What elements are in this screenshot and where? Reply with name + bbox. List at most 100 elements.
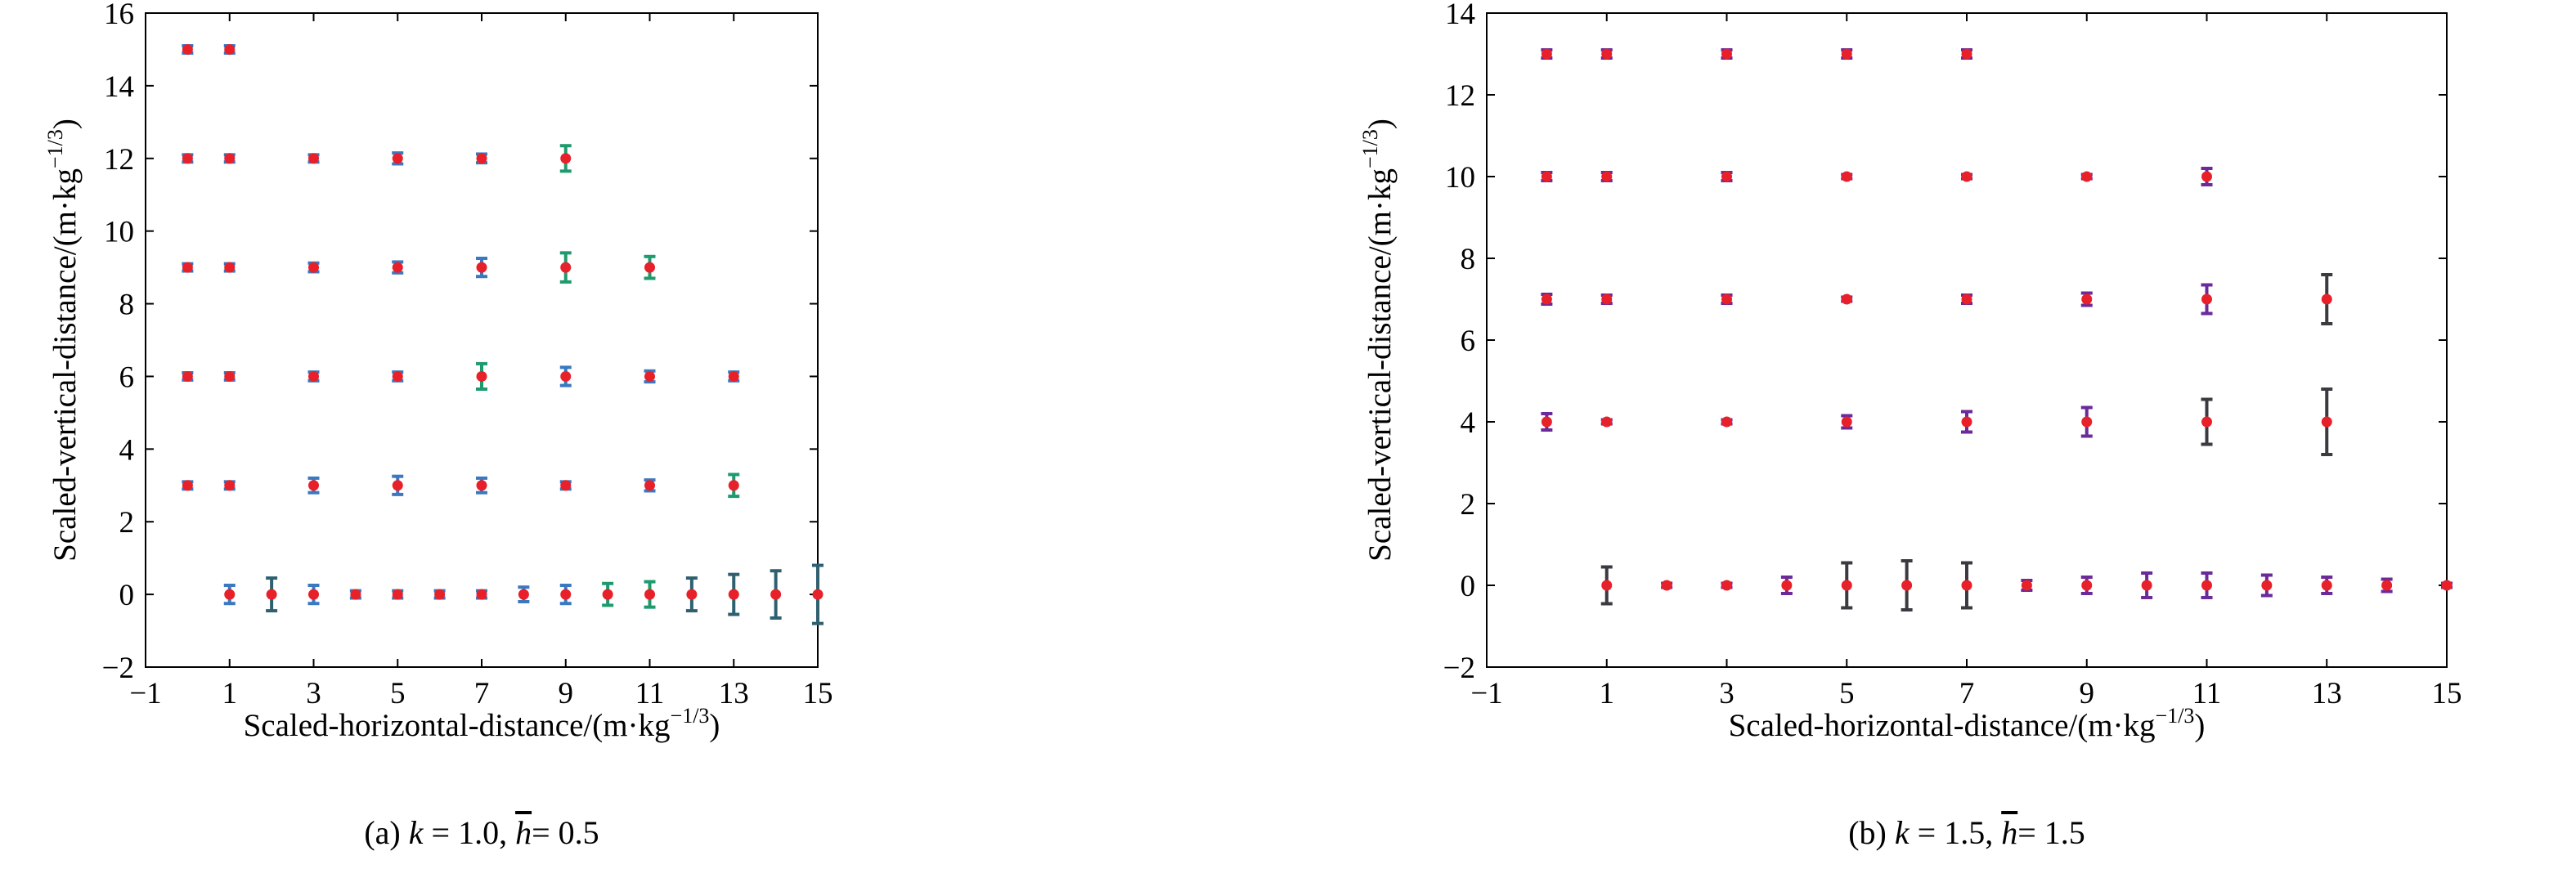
data-marker xyxy=(518,589,529,600)
y-tick-label: 4 xyxy=(1461,406,1476,440)
x-axis-title-end: ) xyxy=(709,708,720,743)
data-marker xyxy=(392,589,403,600)
y-tick-label: 2 xyxy=(1461,488,1476,522)
chart-b: −1 1 3 5 7 9 11 13 15−202468101214Scaled-horizon… xyxy=(1358,0,2462,851)
data-point xyxy=(1600,293,1613,305)
y-axis-title-main: Scaled-vertical-distance/(m·kg xyxy=(47,168,83,562)
y-tick-label: −2 xyxy=(1443,652,1475,685)
data-marker xyxy=(1721,171,1732,182)
data-point xyxy=(307,584,320,606)
chart-caption: (b) k = 1.5, h= 1.5 xyxy=(1848,814,2085,851)
data-point xyxy=(1841,414,1853,430)
data-marker xyxy=(2081,416,2093,428)
x-axis-title: Scaled-horizontal-distance/(m·kg−1/3) xyxy=(244,704,720,743)
data-marker xyxy=(812,589,824,600)
data-point xyxy=(728,572,740,616)
data-point xyxy=(223,262,236,273)
data-marker xyxy=(1841,48,1852,60)
data-point xyxy=(770,569,782,620)
data-point xyxy=(2080,171,2093,182)
data-marker xyxy=(182,480,193,491)
data-marker xyxy=(182,262,193,273)
data-point xyxy=(644,369,656,384)
data-point xyxy=(307,370,320,383)
y-tick-label: 4 xyxy=(119,433,135,467)
data-marker xyxy=(1541,171,1552,182)
data-point xyxy=(1841,48,1853,60)
data-point xyxy=(307,261,320,274)
data-point xyxy=(1901,559,1913,611)
plot-frame xyxy=(145,12,819,668)
data-point xyxy=(518,585,530,603)
caption-prefix: (b) xyxy=(1848,814,1895,851)
data-marker xyxy=(1961,416,1972,428)
data-marker xyxy=(1841,416,1852,428)
x-tick-label: 3 xyxy=(306,677,321,710)
data-marker xyxy=(266,589,277,600)
data-point xyxy=(2201,571,2213,599)
caption-k-value: = 1.0, xyxy=(424,814,516,851)
data-point xyxy=(1961,561,1972,610)
data-marker xyxy=(770,589,782,600)
y-axis-title-main: Scaled-vertical-distance/(m·kg xyxy=(1362,168,1398,562)
data-marker xyxy=(728,480,739,491)
data-marker xyxy=(644,589,655,600)
data-point xyxy=(476,476,487,495)
data-point xyxy=(559,251,572,284)
data-point xyxy=(559,144,572,173)
x-tick-label: 5 xyxy=(390,677,406,710)
data-point xyxy=(476,589,487,600)
y-tick-label: −2 xyxy=(102,652,134,685)
data-marker xyxy=(728,589,739,600)
data-point xyxy=(392,474,404,496)
data-marker xyxy=(476,480,487,491)
x-tick-label: 1 xyxy=(1600,677,1615,710)
data-marker xyxy=(560,589,572,600)
data-point xyxy=(2080,576,2093,595)
data-marker xyxy=(350,589,361,600)
x-tick-label: 9 xyxy=(559,677,574,710)
x-axis-title-sup: −1/3 xyxy=(671,704,710,728)
data-point xyxy=(1541,293,1553,306)
data-point xyxy=(182,370,194,382)
y-tick-label: 0 xyxy=(119,579,135,612)
data-point xyxy=(182,153,194,164)
data-marker xyxy=(1961,580,1972,591)
data-marker xyxy=(1721,416,1732,428)
y-tick-label: 14 xyxy=(1445,0,1475,31)
data-marker xyxy=(560,480,572,491)
data-marker xyxy=(2021,580,2032,591)
x-axis-title-main: Scaled-horizontal-distance/(m·kg xyxy=(244,708,671,743)
data-point xyxy=(1541,48,1553,60)
data-marker xyxy=(392,153,403,164)
data-marker xyxy=(644,370,655,382)
chart-caption: (a) k = 1.0, h= 0.5 xyxy=(364,814,599,851)
data-point xyxy=(1841,171,1853,182)
data-marker xyxy=(182,370,193,382)
data-point xyxy=(1600,171,1613,182)
y-tick-label: 6 xyxy=(1461,325,1476,358)
data-marker xyxy=(2141,580,2152,591)
data-marker xyxy=(1541,416,1552,428)
data-marker xyxy=(308,480,319,491)
y-tick-label: 6 xyxy=(119,361,135,394)
caption-k-symbol: k xyxy=(409,814,424,851)
x-tick-label: 5 xyxy=(1839,677,1855,710)
x-tick-label: 15 xyxy=(803,677,833,710)
data-point xyxy=(1721,416,1733,428)
data-point xyxy=(1961,410,1972,434)
data-point xyxy=(223,480,236,491)
data-marker xyxy=(560,262,572,273)
y-tick-label: 16 xyxy=(104,0,134,31)
caption-h-value: = 0.5 xyxy=(532,814,599,851)
y-tick-label: 14 xyxy=(104,70,134,104)
x-tick-label: 13 xyxy=(719,677,749,710)
data-marker xyxy=(1661,580,1672,591)
data-point xyxy=(1721,48,1733,60)
data-point xyxy=(1721,171,1733,182)
data-point xyxy=(1780,576,1793,595)
y-axis-title-end: ) xyxy=(47,119,83,129)
data-point xyxy=(2080,405,2093,438)
caption-h-value: = 1.5 xyxy=(2017,814,2085,851)
data-marker xyxy=(224,370,236,382)
